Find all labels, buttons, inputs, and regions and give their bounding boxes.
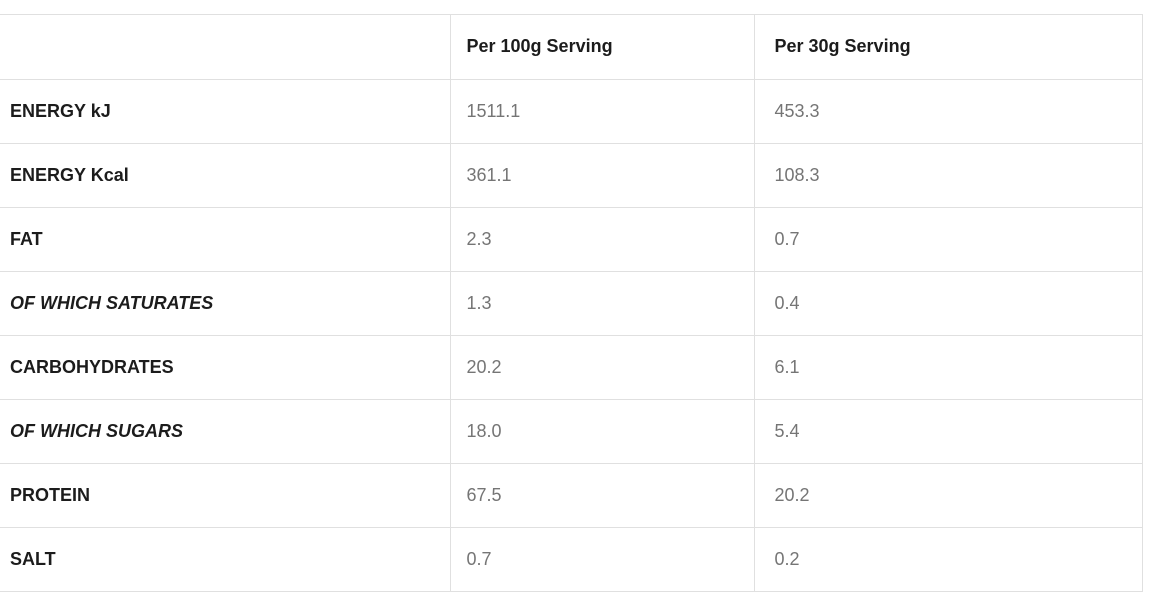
per-100g-value: 1.3 [449, 271, 754, 336]
table-row-energy-kcal: ENERGY Kcal 361.1 108.3 [0, 143, 1143, 208]
header-per-100g: Per 100g Serving [449, 14, 754, 80]
nutrient-label: ENERGY Kcal [0, 143, 450, 208]
per-30g-value: 20.2 [753, 463, 1143, 528]
per-30g-value: 5.4 [753, 399, 1143, 464]
nutrient-label: FAT [0, 207, 450, 272]
per-100g-value: 1511.1 [449, 79, 754, 144]
nutrient-label: PROTEIN [0, 463, 450, 528]
table-row-fat: FAT 2.3 0.7 [0, 207, 1143, 272]
nutrient-label: OF WHICH SUGARS [0, 399, 450, 464]
nutrition-table-container: Per 100g Serving Per 30g Serving ENERGY … [0, 14, 1159, 592]
table-row-of-which-saturates: OF WHICH SATURATES 1.3 0.4 [0, 271, 1143, 336]
nutrient-label: OF WHICH SATURATES [0, 271, 450, 336]
per-100g-value: 67.5 [449, 463, 754, 528]
per-30g-value: 0.2 [753, 527, 1143, 592]
per-100g-value: 18.0 [449, 399, 754, 464]
per-30g-value: 108.3 [753, 143, 1143, 208]
nutrient-label: ENERGY kJ [0, 79, 450, 144]
per-30g-value: 453.3 [753, 79, 1143, 144]
nutrition-facts-table: Per 100g Serving Per 30g Serving ENERGY … [0, 14, 1143, 592]
per-30g-value: 6.1 [753, 335, 1143, 400]
table-header-row: Per 100g Serving Per 30g Serving [0, 14, 1143, 80]
nutrient-label: SALT [0, 527, 450, 592]
header-nutrient-blank [0, 14, 450, 80]
table-row-energy-kj: ENERGY kJ 1511.1 453.3 [0, 79, 1143, 144]
table-row-of-which-sugars: OF WHICH SUGARS 18.0 5.4 [0, 399, 1143, 464]
table-row-carbohydrates: CARBOHYDRATES 20.2 6.1 [0, 335, 1143, 400]
per-100g-value: 20.2 [449, 335, 754, 400]
per-30g-value: 0.4 [753, 271, 1143, 336]
table-row-protein: PROTEIN 67.5 20.2 [0, 463, 1143, 528]
nutrient-label: CARBOHYDRATES [0, 335, 450, 400]
per-100g-value: 2.3 [449, 207, 754, 272]
table-row-salt: SALT 0.7 0.2 [0, 527, 1143, 592]
per-100g-value: 0.7 [449, 527, 754, 592]
header-per-30g: Per 30g Serving [753, 14, 1143, 80]
per-100g-value: 361.1 [449, 143, 754, 208]
per-30g-value: 0.7 [753, 207, 1143, 272]
